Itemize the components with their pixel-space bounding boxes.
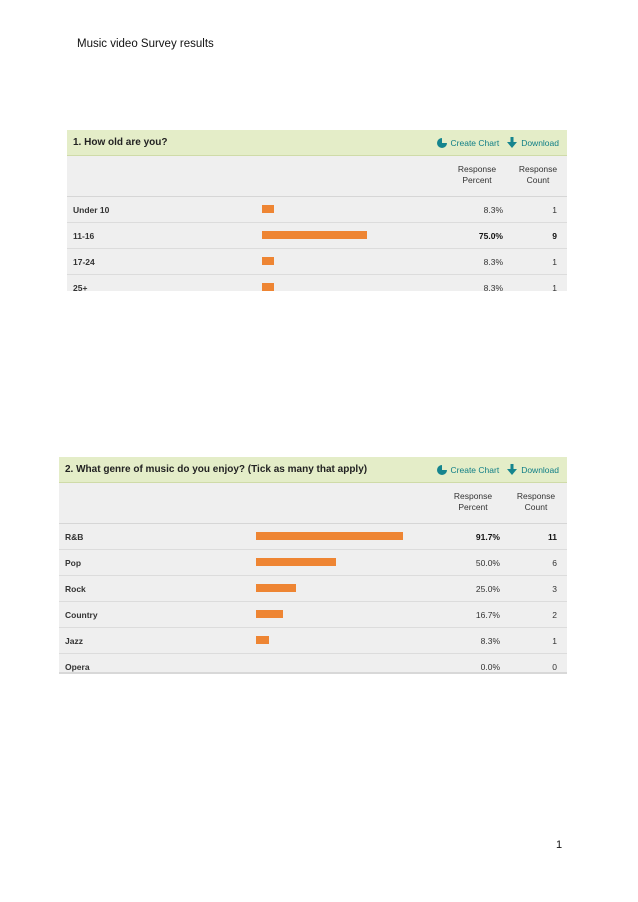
response-bar-track [256, 662, 416, 670]
question-header: 2. What genre of music do you enjoy? (Ti… [59, 457, 567, 483]
document-title: Music video Survey results [77, 38, 214, 50]
response-percent: 8.3% [483, 205, 503, 215]
download-arrow-icon [507, 464, 518, 475]
answer-row: Pop 50.0% 6 [59, 550, 567, 576]
response-count: 1 [552, 283, 557, 293]
answer-row: 25+ 8.3% 1 [67, 275, 567, 300]
response-bar-track [262, 283, 402, 291]
question-actions: Create Chart Download [436, 130, 559, 155]
response-percent-header: Response Percent [453, 491, 493, 512]
response-percent: 25.0% [475, 584, 500, 594]
question-header: 1. How old are you? Create Chart Downloa… [67, 130, 567, 156]
response-count: 6 [552, 558, 557, 568]
answer-label: Under 10 [73, 205, 110, 215]
response-bar-track [256, 610, 416, 618]
response-bar [256, 532, 403, 540]
response-bar-track [256, 636, 416, 644]
response-count: 1 [552, 205, 557, 215]
response-bar [256, 558, 336, 566]
answer-label: Pop [65, 558, 82, 568]
answer-row: R&B 91.7% 11 [59, 524, 567, 550]
response-bar-track [256, 532, 416, 540]
response-bar [262, 205, 274, 213]
question-title: 2. What genre of music do you enjoy? (Ti… [65, 464, 368, 475]
response-count-header: Response Count [516, 491, 556, 512]
download-button[interactable]: Download [507, 137, 559, 148]
response-count: 0 [552, 662, 557, 672]
answer-row: Under 10 8.3% 1 [67, 197, 567, 223]
response-percent: 91.7% [475, 532, 500, 542]
response-bar [256, 636, 270, 644]
answer-row: Rock 25.0% 3 [59, 576, 567, 602]
response-count-header: Response Count [518, 164, 558, 185]
download-button[interactable]: Download [507, 464, 559, 475]
answer-row: 11-16 75.0% 9 [67, 223, 567, 249]
question-title: 1. How old are you? [73, 137, 168, 148]
response-bar-track [262, 205, 402, 213]
download-label: Download [521, 137, 559, 148]
answer-row: Country 16.7% 2 [59, 602, 567, 628]
response-bar-track [256, 558, 416, 566]
answer-rows: Under 10 8.3% 1 11-16 75.0% 9 17-24 8.3% 1 25+ 8.3… [67, 197, 567, 300]
column-headers: Response Percent Response Count [59, 483, 567, 524]
response-bar [256, 610, 283, 618]
column-headers: Response Percent Response Count [67, 156, 567, 197]
create-chart-button[interactable]: Create Chart [436, 137, 500, 148]
response-bar-track [256, 584, 416, 592]
response-bar-track [262, 231, 402, 239]
question-2-table: 2. What genre of music do you enjoy? (Ti… [59, 457, 567, 674]
response-count: 1 [552, 257, 557, 267]
create-chart-button[interactable]: Create Chart [436, 464, 500, 475]
response-bar [262, 283, 274, 291]
response-count: 3 [552, 584, 557, 594]
answer-label: R&B [65, 532, 84, 542]
answer-label: 11-16 [73, 231, 95, 241]
create-chart-label: Create Chart [450, 137, 500, 148]
response-count: 1 [552, 636, 557, 646]
response-percent-header: Response Percent [457, 164, 497, 185]
answer-row: 17-24 8.3% 1 [67, 249, 567, 275]
page-number: 1 [556, 839, 563, 851]
response-percent: 8.3% [483, 257, 503, 267]
response-count: 11 [548, 532, 557, 542]
response-percent: 75.0% [478, 231, 503, 241]
response-bar-track [262, 257, 402, 265]
response-percent: 0.0% [480, 662, 500, 672]
answer-label: Jazz [65, 636, 83, 646]
answer-label: 17-24 [73, 257, 95, 267]
response-percent: 16.7% [475, 610, 500, 620]
response-percent: 8.3% [480, 636, 500, 646]
question-actions: Create Chart Download [436, 457, 559, 482]
response-bar [256, 584, 296, 592]
response-bar [262, 257, 274, 265]
question-1-table: 1. How old are you? Create Chart Downloa… [67, 130, 567, 293]
answer-row: Jazz 8.3% 1 [59, 628, 567, 654]
download-arrow-icon [507, 137, 518, 148]
answer-label: 25+ [73, 283, 88, 293]
create-chart-label: Create Chart [450, 464, 500, 475]
response-bar [262, 231, 367, 239]
download-label: Download [521, 464, 559, 475]
answer-row: Opera 0.0% 0 [59, 654, 567, 679]
response-count: 2 [552, 610, 557, 620]
response-percent: 8.3% [483, 283, 503, 293]
response-percent: 50.0% [475, 558, 500, 568]
answer-label: Country [65, 610, 98, 620]
answer-label: Opera [65, 662, 90, 672]
pie-chart-icon [436, 137, 447, 148]
pie-chart-icon [436, 464, 447, 475]
answer-label: Rock [65, 584, 86, 594]
response-count: 9 [552, 231, 557, 241]
answer-rows: R&B 91.7% 11 Pop 50.0% 6 Rock 25.0% 3 Country 16.7… [59, 524, 567, 679]
